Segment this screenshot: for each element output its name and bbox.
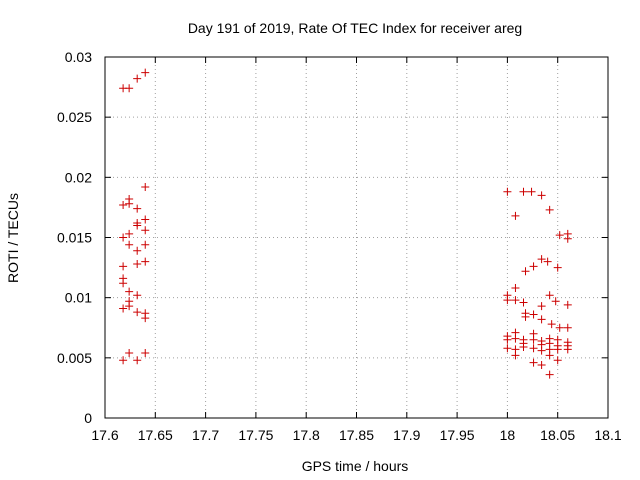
data-point	[133, 246, 142, 255]
data-point	[133, 219, 142, 228]
data-point	[125, 194, 134, 203]
data-point	[521, 312, 530, 321]
x-tick-label: 17.8	[293, 427, 320, 443]
data-point	[125, 240, 134, 249]
data-points	[119, 68, 572, 379]
data-point	[537, 191, 546, 200]
data-point	[141, 215, 150, 224]
data-point	[563, 300, 572, 309]
y-tick-labels: 0 0.005 0.01 0.015 0.02 0.025 0.03	[57, 49, 92, 426]
data-point	[545, 205, 554, 214]
y-tick-label: 0.005	[57, 350, 92, 366]
x-tick-label: 17.85	[339, 427, 374, 443]
y-tick-label: 0.01	[65, 290, 92, 306]
data-point	[511, 211, 520, 220]
x-axis-label: GPS time / hours	[302, 458, 409, 474]
data-point	[563, 234, 572, 243]
data-point	[119, 262, 128, 271]
chart-title: Day 191 of 2019, Rate Of TEC Index for r…	[188, 20, 522, 36]
data-point	[551, 297, 560, 306]
data-point	[529, 335, 538, 344]
data-point	[555, 323, 564, 332]
data-point	[537, 361, 546, 370]
data-point	[511, 351, 520, 360]
data-point	[553, 263, 562, 272]
data-point	[529, 310, 538, 319]
data-point	[563, 345, 572, 354]
data-point	[563, 323, 572, 332]
data-point	[553, 345, 562, 354]
data-point	[503, 296, 512, 305]
y-axis-label: ROTI / TECUs	[5, 193, 21, 283]
x-tick-label: 17.9	[393, 427, 420, 443]
y-tick-label: 0.025	[57, 109, 92, 125]
data-point	[141, 257, 150, 266]
data-point	[119, 356, 128, 365]
data-point	[537, 346, 546, 355]
data-point	[503, 335, 512, 344]
data-point	[141, 182, 150, 191]
data-point	[537, 315, 546, 324]
y-tick-label: 0.015	[57, 230, 92, 246]
data-point	[133, 291, 142, 300]
data-point	[125, 229, 134, 238]
data-point	[527, 187, 536, 196]
data-point	[133, 308, 142, 317]
x-tick-label: 17.65	[138, 427, 173, 443]
data-point	[141, 68, 150, 77]
y-tick-label: 0.02	[65, 169, 92, 185]
data-point	[545, 291, 554, 300]
grid-lines	[105, 57, 608, 418]
axis-ticks	[104, 56, 609, 419]
data-point	[547, 320, 556, 329]
data-point	[555, 231, 564, 240]
x-tick-label: 17.95	[440, 427, 475, 443]
data-point	[519, 298, 528, 307]
data-point	[553, 356, 562, 365]
x-tick-label: 17.75	[238, 427, 273, 443]
data-point	[545, 370, 554, 379]
data-point	[511, 334, 520, 343]
data-point	[125, 84, 134, 93]
data-point	[119, 233, 128, 242]
x-tick-labels: 17.6 17.65 17.7 17.75 17.8 17.85 17.9 17.95 18 18…	[91, 427, 621, 443]
data-point	[521, 267, 530, 276]
data-point	[511, 284, 520, 293]
data-point	[529, 344, 538, 353]
data-point	[125, 349, 134, 358]
data-point	[519, 343, 528, 352]
y-tick-label: 0.03	[65, 49, 92, 65]
y-tick-label: 0	[84, 410, 92, 426]
data-point	[133, 204, 142, 213]
x-tick-label: 17.6	[91, 427, 118, 443]
data-point	[119, 304, 128, 313]
data-point	[125, 287, 134, 296]
data-point	[529, 358, 538, 367]
data-point	[545, 351, 554, 360]
x-tick-label: 17.7	[192, 427, 219, 443]
data-point	[511, 296, 520, 305]
data-point	[133, 259, 142, 268]
data-point	[529, 262, 538, 271]
x-tick-label: 18.05	[540, 427, 575, 443]
data-point	[537, 255, 546, 264]
data-point	[119, 279, 128, 288]
data-point	[503, 344, 512, 353]
data-point	[125, 302, 134, 311]
data-point	[141, 240, 150, 249]
data-point	[503, 187, 512, 196]
data-point	[141, 349, 150, 358]
data-point	[133, 74, 142, 83]
data-point	[133, 356, 142, 365]
data-point	[519, 187, 528, 196]
x-tick-label: 18.1	[594, 427, 621, 443]
data-point	[141, 314, 150, 323]
x-tick-label: 18	[500, 427, 516, 443]
data-point	[141, 226, 150, 235]
data-point	[543, 257, 552, 266]
data-point	[537, 302, 546, 311]
data-point	[119, 201, 128, 210]
